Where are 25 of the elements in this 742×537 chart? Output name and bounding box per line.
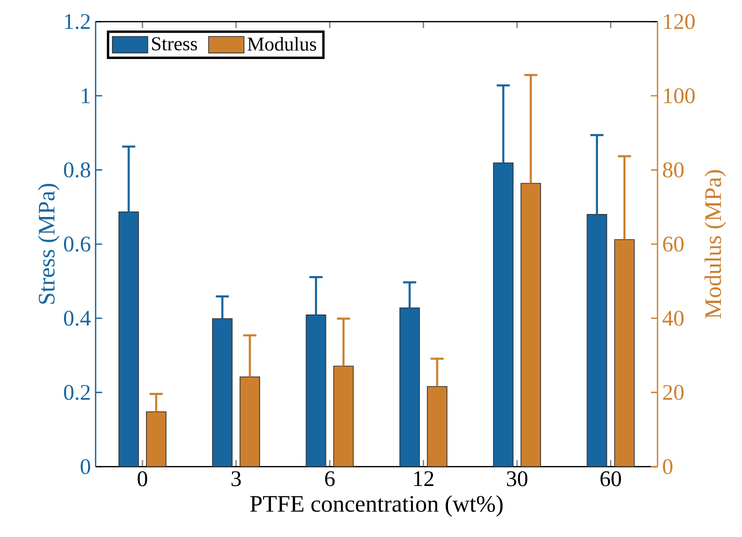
legend-label: Modulus [248, 36, 316, 51]
x-tick-label: 3 [232, 471, 241, 486]
x-tick-label: 12 [414, 471, 434, 486]
y-tick-label: 0.2 [64, 384, 90, 400]
y2-axis-title: Modulus (MPa) [704, 170, 726, 318]
x-tick-label: 30 [506, 471, 528, 486]
y2-tick-label: 120 [664, 14, 695, 29]
legend-label: Stress [152, 37, 197, 50]
x-tick-label: 6 [325, 471, 335, 486]
y-tick-label: 0 [80, 458, 90, 474]
y-axis-title: Stress (MPa) [38, 184, 60, 304]
y2-tick-label: 20 [663, 384, 684, 400]
y-tick-label: 0.8 [64, 162, 90, 178]
x-axis-title: PTFE concentration (wt%) [250, 495, 503, 516]
y2-tick-label: 80 [662, 162, 684, 178]
y2-tick-label: 60 [663, 236, 684, 252]
y2-tick-label: 40 [662, 310, 684, 326]
y-tick-label: 1 [82, 88, 90, 103]
y-tick-label: 1.2 [65, 14, 90, 29]
y-tick-label: 0.6 [64, 236, 90, 252]
y2-tick-label: 0 [662, 458, 672, 474]
y-tick-label: 0.4 [64, 310, 91, 326]
x-tick-label: 60 [600, 471, 621, 486]
x-tick-label: 0 [138, 471, 148, 486]
y2-tick-label: 100 [664, 88, 695, 104]
